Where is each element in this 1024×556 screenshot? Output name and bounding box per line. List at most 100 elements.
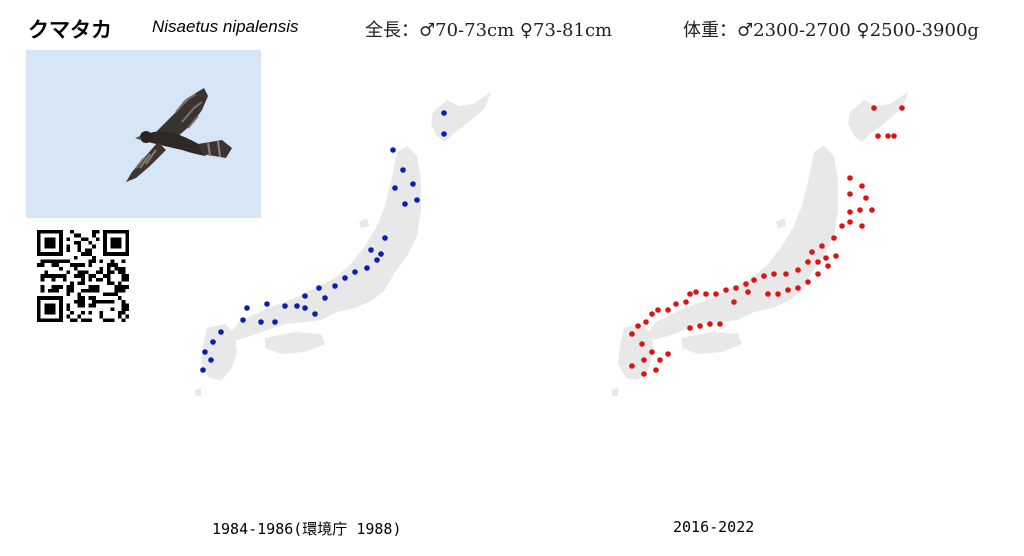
occurrence-dot	[641, 371, 647, 377]
occurrence-dot	[316, 285, 322, 291]
land-shape	[195, 388, 201, 396]
occurrence-dot	[819, 243, 825, 249]
occurrence-dot	[693, 289, 699, 295]
occurrence-dot	[653, 367, 659, 373]
occurrence-dot	[847, 175, 853, 181]
occurrence-dot	[302, 305, 308, 311]
bird-photo	[26, 50, 261, 218]
map-caption-2016: 2016-2022	[673, 518, 755, 536]
land-shape	[231, 146, 421, 340]
occurrence-dot	[891, 133, 897, 139]
occurrence-dot	[815, 259, 821, 265]
occurrence-dot	[795, 285, 801, 291]
occurrence-dot	[859, 183, 865, 189]
occurrence-dot	[312, 311, 318, 317]
occurrence-dot	[839, 223, 845, 229]
occurrence-dot	[272, 319, 278, 325]
occurrence-dot	[302, 293, 308, 299]
land-shape	[359, 218, 369, 228]
occurrence-dot	[382, 235, 388, 241]
occurrence-dot	[687, 291, 693, 297]
occurrence-dot	[795, 267, 801, 273]
occurrence-dot	[847, 219, 853, 225]
occurrence-dot	[402, 201, 408, 207]
occurrence-dot	[649, 349, 655, 355]
occurrence-dot	[733, 285, 739, 291]
land-shape	[848, 92, 908, 142]
occurrence-dot	[643, 319, 649, 325]
occurrence-dot	[294, 303, 300, 309]
occurrence-dot	[342, 275, 348, 281]
occurrence-dot	[683, 299, 689, 305]
occurrence-dot	[871, 105, 877, 111]
occurrence-dot	[390, 147, 396, 153]
occurrence-dot	[665, 307, 671, 313]
land-shape	[265, 332, 325, 354]
japan-map-2016	[612, 92, 908, 396]
occurrence-dot	[673, 301, 679, 307]
occurrence-dot	[200, 367, 206, 373]
length-stat: 全長：♂70-73cm ♀73-81cm	[365, 20, 613, 41]
occurrence-dot	[657, 357, 663, 363]
occurrence-dot	[639, 341, 645, 347]
occurrence-dot	[665, 351, 671, 357]
qr-code-icon	[37, 230, 129, 322]
occurrence-dot	[258, 319, 264, 325]
occurrence-dot	[863, 195, 869, 201]
occurrence-dot	[629, 331, 635, 337]
land-shape	[618, 324, 654, 380]
occurrence-dot	[378, 251, 384, 257]
occurrence-dot	[899, 105, 905, 111]
occurrence-dot	[414, 197, 420, 203]
occurrence-dot	[655, 307, 661, 313]
species-name-japanese: クマタカ	[28, 18, 112, 42]
occurrence-dot	[785, 287, 791, 293]
land-shape	[201, 324, 237, 380]
occurrence-dot	[831, 235, 837, 241]
occurrence-dot	[635, 323, 641, 329]
occurrence-dot	[322, 295, 328, 301]
occurrence-dot	[745, 289, 751, 295]
occurrence-dot	[264, 301, 270, 307]
occurrence-dot	[765, 291, 771, 297]
occurrence-dot	[641, 357, 647, 363]
occurrence-dot	[244, 305, 250, 311]
occurrence-dot	[847, 209, 853, 215]
land-shape	[776, 218, 786, 228]
distribution-map-1984	[155, 60, 605, 530]
eagle-icon	[26, 50, 261, 218]
occurrence-dot	[847, 191, 853, 197]
occurrence-dot	[208, 357, 214, 363]
occurrence-dot	[400, 167, 406, 173]
occurrence-dot	[751, 277, 757, 283]
occurrence-dot	[441, 110, 447, 116]
occurrence-dot	[374, 257, 380, 263]
species-name-scientific: Nisaetus nipalensis	[152, 17, 299, 36]
occurrence-dot	[392, 185, 398, 191]
land-shape	[431, 92, 491, 142]
occurrence-dot	[707, 321, 713, 327]
occurrence-dot	[875, 133, 881, 139]
occurrence-dot	[629, 363, 635, 369]
occurrence-dot	[697, 323, 703, 329]
occurrence-dot	[352, 269, 358, 275]
japan-map-1984	[195, 92, 491, 396]
occurrence-dot	[410, 181, 416, 187]
occurrence-dot	[859, 223, 865, 229]
occurrence-dot	[687, 325, 693, 331]
occurrence-dot	[857, 207, 863, 213]
occurrence-dot	[723, 287, 729, 293]
occurrence-dot	[717, 321, 723, 327]
weight-stat: 体重：♂2300-2700 ♀2500-3900g	[683, 20, 979, 41]
occurrence-dot	[783, 271, 789, 277]
occurrence-dot	[775, 291, 781, 297]
occurrence-dot	[869, 207, 875, 213]
occurrence-dot	[210, 339, 216, 345]
qr-code[interactable]	[37, 230, 129, 322]
occurrence-dot	[240, 317, 246, 323]
distribution-map-2016	[572, 60, 1022, 530]
occurrence-dot	[815, 271, 821, 277]
land-shape	[612, 388, 618, 396]
occurrence-dot	[282, 303, 288, 309]
occurrence-dot	[368, 247, 374, 253]
